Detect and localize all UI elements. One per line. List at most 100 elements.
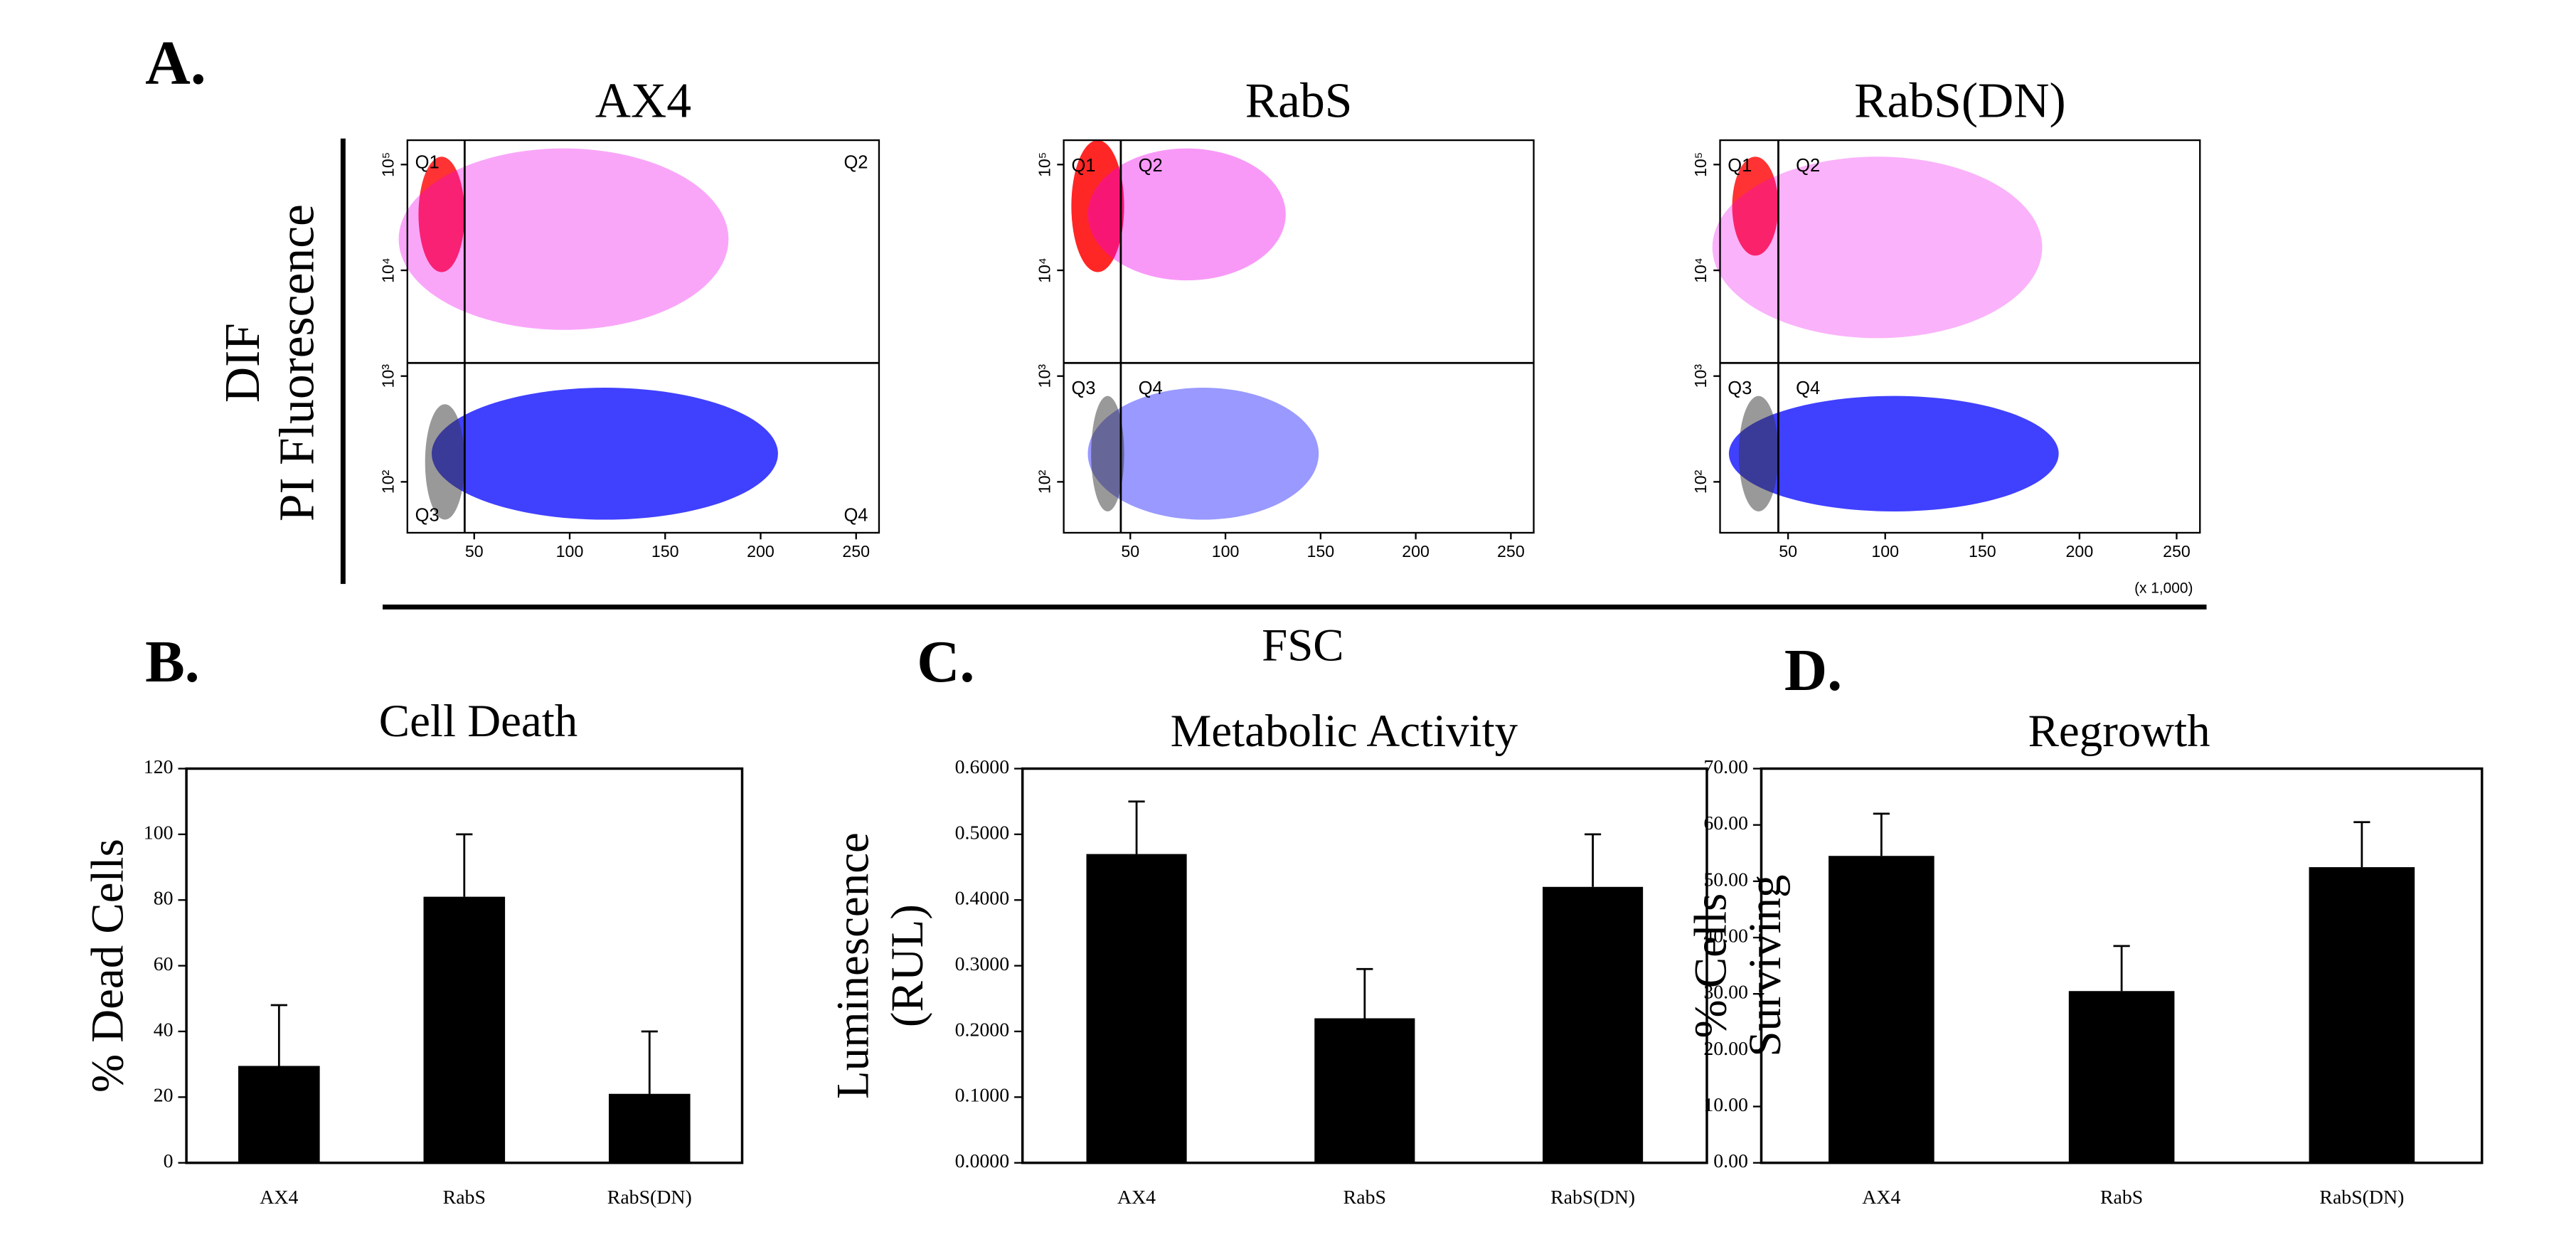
x-tick-label: 100 xyxy=(1212,542,1240,561)
plot-title: AX4 xyxy=(595,73,691,128)
y-tick-label: 20.00 xyxy=(1703,1038,1748,1060)
y-tick-label: 10² xyxy=(1035,469,1053,494)
panel-label: C. xyxy=(917,630,974,695)
y-tick-label: 10⁵ xyxy=(378,152,397,177)
x-tick-label: AX4 xyxy=(1862,1187,1900,1209)
cell-population xyxy=(1712,156,2043,339)
bar xyxy=(1086,854,1187,1163)
panel-label: B. xyxy=(145,630,200,695)
cell-population xyxy=(1087,148,1286,281)
y-tick-label: 60 xyxy=(154,953,174,975)
x-axis-unit: (x 1,000) xyxy=(2134,580,2193,596)
quadrant-label: Q2 xyxy=(1796,156,1820,176)
y-tick-label: 10⁴ xyxy=(1691,258,1710,283)
y-tick-label: 10⁴ xyxy=(1035,258,1053,283)
x-tick-label: RabS xyxy=(2100,1187,2143,1209)
quadrant-label: Q2 xyxy=(1139,156,1163,176)
cell-population xyxy=(1087,388,1319,520)
quadrant-label: Q1 xyxy=(1728,156,1752,176)
x-tick-label: RabS xyxy=(443,1187,486,1209)
x-tick-label: RabS xyxy=(1343,1187,1386,1209)
y-tick-label: 60.00 xyxy=(1703,812,1748,834)
quadrant-label: Q2 xyxy=(843,152,868,172)
cell-population xyxy=(1728,396,2059,511)
bar xyxy=(2309,867,2415,1163)
y-tick-label: 0.0000 xyxy=(955,1150,1009,1172)
y-tick-label: 50.00 xyxy=(1703,869,1748,891)
chart-title: Cell Death xyxy=(379,696,578,747)
x-tick-label: 100 xyxy=(1871,542,1899,561)
bar xyxy=(1543,886,1644,1163)
panel-label: A. xyxy=(145,28,206,98)
bar xyxy=(2068,991,2175,1163)
x-tick-label: RabS(DN) xyxy=(2319,1187,2404,1209)
y-tick-label: 10⁴ xyxy=(378,258,397,283)
quadrant-label: Q4 xyxy=(1796,378,1820,398)
plot-frame xyxy=(1063,139,1535,534)
y-axis-label: Luminescence xyxy=(828,832,879,1099)
cell-population xyxy=(1091,396,1124,511)
x-tick-label: 150 xyxy=(1969,542,1996,561)
y-tick-label: 10³ xyxy=(1035,364,1053,388)
quadrant-label: Q3 xyxy=(415,505,440,525)
panel-label: D. xyxy=(1784,638,1842,704)
x-tick-label: 150 xyxy=(651,542,679,561)
x-tick-label: 250 xyxy=(1497,542,1525,561)
y-tick-label: 10² xyxy=(1691,469,1710,494)
bar xyxy=(423,896,506,1163)
x-tick-label: RabS(DN) xyxy=(607,1187,692,1209)
x-tick-label: 50 xyxy=(1779,542,1797,561)
cell-population xyxy=(418,156,465,272)
bar xyxy=(608,1093,691,1163)
y-tick-label: 20 xyxy=(154,1085,174,1107)
x-axis-label: FSC xyxy=(1262,620,1343,671)
y-tick-label: 70.00 xyxy=(1703,756,1748,778)
cell-population xyxy=(1071,140,1124,272)
cell-population xyxy=(431,388,778,520)
y-axis-label: (RUL) xyxy=(882,904,933,1027)
y-tick-label: 10.00 xyxy=(1703,1094,1748,1116)
y-tick-label: 100 xyxy=(144,822,174,844)
y-tick-label: 0.00 xyxy=(1713,1150,1748,1172)
x-tick-label: 200 xyxy=(1402,542,1430,561)
quadrant-label: Q3 xyxy=(1728,378,1752,398)
y-tick-label: 0.5000 xyxy=(955,822,1009,844)
y-tick-label: 80 xyxy=(154,888,174,910)
bar xyxy=(238,1066,320,1163)
x-tick-label: 150 xyxy=(1307,542,1335,561)
x-tick-label: 50 xyxy=(465,542,484,561)
y-tick-label: 10⁵ xyxy=(1035,152,1053,177)
y-tick-label: 0.6000 xyxy=(955,756,1009,778)
y-axis-label: PI Fluorescence xyxy=(270,204,324,521)
x-tick-label: 50 xyxy=(1121,542,1139,561)
y-tick-label: 0 xyxy=(164,1150,174,1172)
x-tick-label: 200 xyxy=(2066,542,2094,561)
quadrant-label: Q1 xyxy=(415,152,440,172)
cell-population xyxy=(1732,156,1779,256)
y-tick-label: 10⁵ xyxy=(1691,152,1710,177)
y-tick-label: 0.3000 xyxy=(955,953,1009,975)
cell-population xyxy=(398,148,729,330)
y-axis-label: % Dead Cells xyxy=(83,839,134,1093)
y-tick-label: 10³ xyxy=(1691,364,1710,388)
bar xyxy=(1829,856,1934,1163)
y-tick-label: 40 xyxy=(154,1019,174,1041)
plot-frame xyxy=(406,139,880,534)
x-tick-label: RabS(DN) xyxy=(1550,1187,1635,1209)
x-tick-label: 250 xyxy=(2163,542,2191,561)
y-tick-label: 0.4000 xyxy=(955,888,1009,910)
plot-title: RabS(DN) xyxy=(1854,73,2065,128)
y-tick-label: 10² xyxy=(378,469,397,494)
x-tick-label: 100 xyxy=(556,542,584,561)
quadrant-label: Q4 xyxy=(843,505,868,525)
plot-frame xyxy=(1719,139,2201,534)
x-tick-label: 250 xyxy=(842,542,870,561)
y-tick-label: 40.00 xyxy=(1703,925,1748,947)
bar xyxy=(1314,1018,1415,1163)
y-tick-label: 0.2000 xyxy=(955,1019,1009,1041)
x-tick-label: AX4 xyxy=(1117,1187,1156,1209)
plot-title: RabS xyxy=(1245,73,1353,128)
quadrant-label: Q4 xyxy=(1139,378,1163,398)
